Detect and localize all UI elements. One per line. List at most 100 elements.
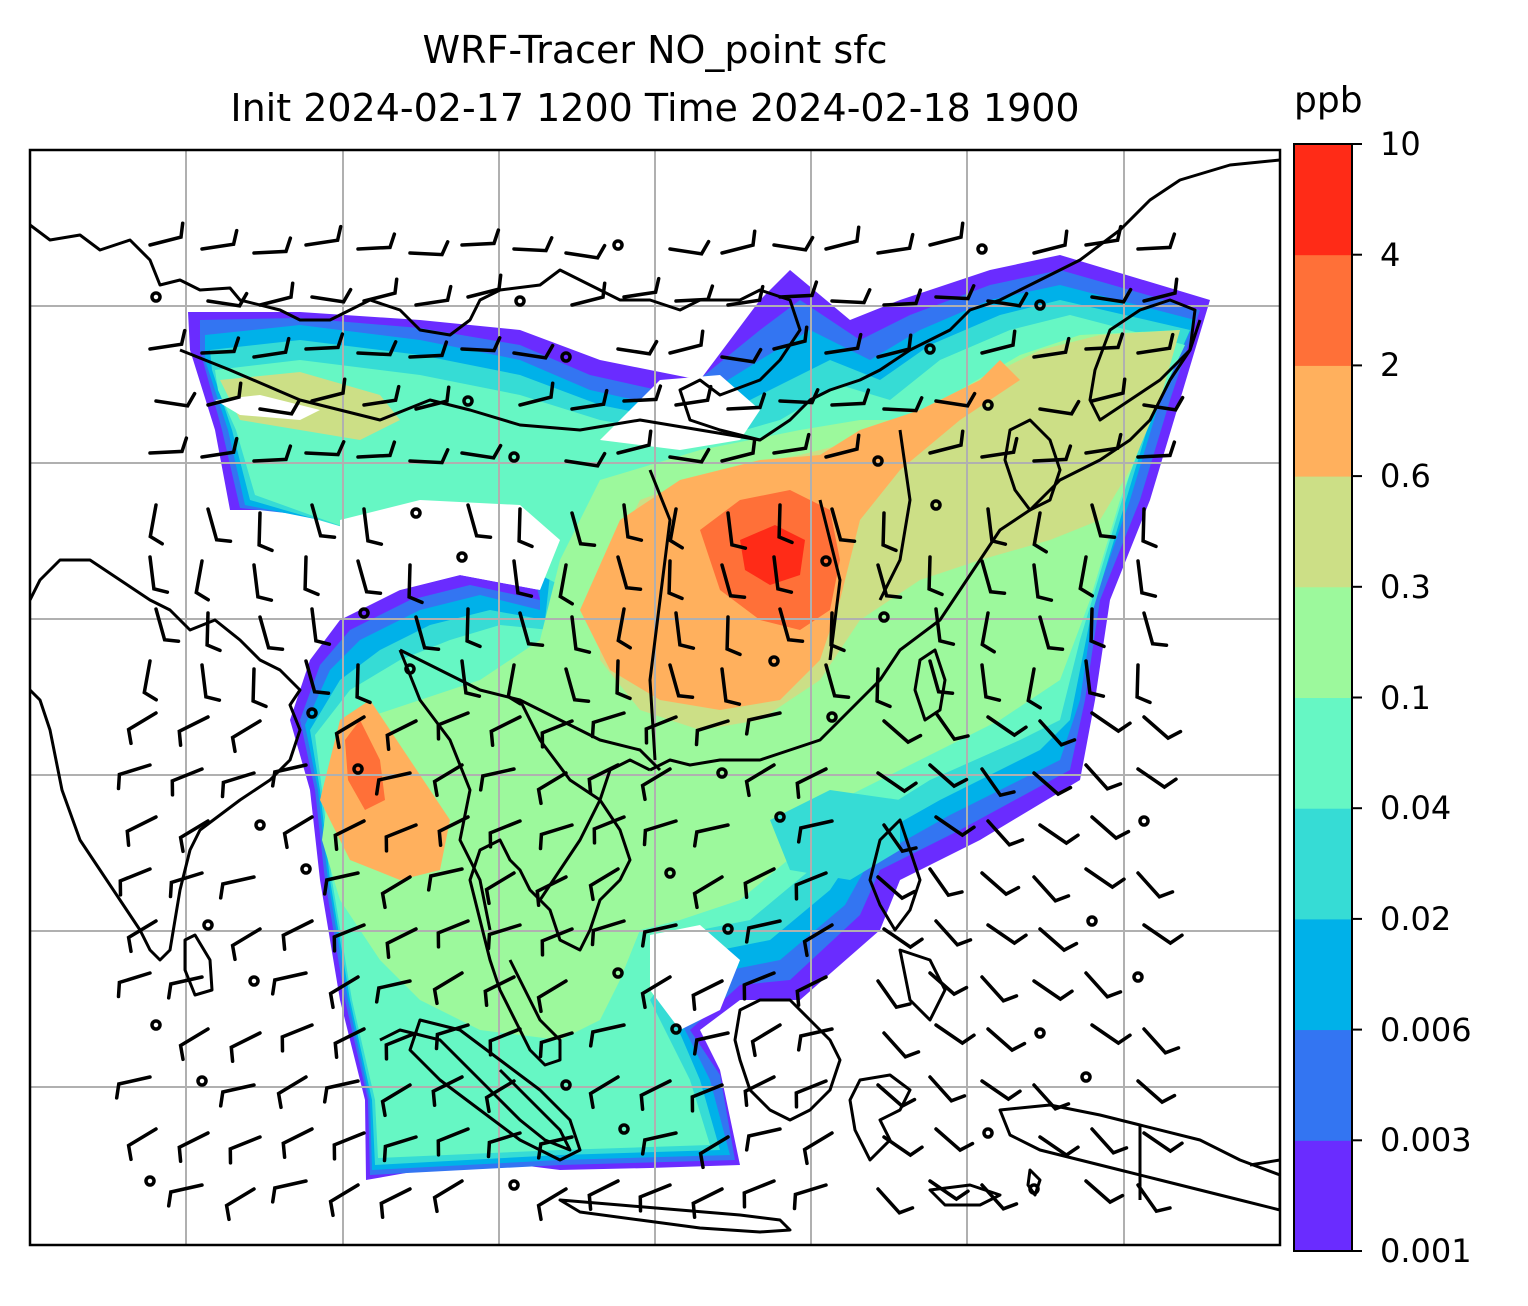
wind-barb (538, 1031, 574, 1059)
wind-barb (882, 1135, 924, 1158)
wind-barb (1084, 332, 1125, 351)
wind-barb (434, 1023, 470, 1051)
wind-barb (252, 563, 274, 602)
field-gap (650, 925, 740, 1030)
calm-wind-marker (664, 867, 676, 879)
wind-barb (374, 979, 412, 1004)
wind-barb (667, 559, 684, 601)
wind-barb (126, 711, 158, 746)
calm-wind-marker (716, 767, 728, 779)
wind-barb (310, 503, 337, 539)
wind-barb (310, 287, 353, 304)
wind-barb (882, 288, 923, 307)
wind-barb (178, 1027, 210, 1062)
wind-barb (270, 763, 308, 788)
wind-barb (882, 927, 924, 950)
wind-barb (934, 815, 976, 838)
coastline-philippines (868, 818, 947, 1022)
wind-barb (252, 336, 291, 359)
calm-wind-marker (612, 239, 624, 251)
wind-barb (328, 1183, 360, 1218)
calm-wind-marker (352, 763, 364, 775)
coastlines (30, 158, 1280, 1234)
wind-barb (1142, 923, 1184, 946)
calm-wind-marker (768, 655, 780, 667)
wind-barb (882, 719, 923, 745)
calm-wind-marker (1034, 1027, 1046, 1039)
coastline-island (1026, 1158, 1280, 1197)
wind-barb (270, 971, 308, 996)
wind-barb (928, 429, 965, 455)
wind-barb (384, 1031, 418, 1061)
wind-barb (229, 1031, 262, 1063)
wind-barb (252, 236, 293, 255)
wind-barb (328, 975, 360, 1010)
wind-barb (304, 224, 343, 247)
calm-wind-marker (300, 863, 312, 875)
wind-barb (928, 1179, 970, 1202)
wind-barb (512, 236, 554, 253)
coastline-korea-japan (1003, 298, 1197, 512)
wind-barb (720, 229, 757, 255)
wind-barb (616, 607, 632, 650)
wind-barb (986, 715, 1028, 738)
wind-barb (536, 1187, 568, 1222)
coastline-java (558, 1198, 792, 1234)
calm-wind-marker (150, 1019, 162, 1031)
wind-barb (750, 1023, 782, 1058)
calm-wind-marker (508, 1179, 520, 1191)
wind-barb (720, 347, 763, 364)
wind-barb (590, 711, 626, 739)
wind-barb (466, 503, 493, 539)
wind-barb (1142, 715, 1183, 741)
wind-barb (692, 823, 730, 848)
wind-barb (486, 923, 522, 951)
wind-barb (694, 719, 730, 747)
wind-barb (1136, 559, 1158, 598)
wind-barb (362, 384, 401, 407)
wind-barb (980, 611, 996, 654)
coastline-china-east (649, 319, 1202, 772)
wind-barb (1142, 395, 1185, 412)
wind-barb (228, 1135, 262, 1165)
wind-barb (588, 867, 620, 902)
calm-wind-marker (254, 819, 266, 831)
field-band-6 (220, 372, 400, 440)
calm-wind-marker (872, 455, 884, 467)
wind-barb (205, 611, 222, 653)
wind-barb (125, 815, 158, 847)
wind-barb (484, 871, 516, 906)
wind-barb (934, 1023, 976, 1046)
wind-barb (332, 1131, 366, 1161)
wind-barb (251, 667, 268, 709)
wind-barb (928, 763, 969, 789)
wind-barb (536, 1135, 574, 1160)
wind-barb (177, 715, 210, 747)
wind-barb (1038, 399, 1081, 416)
wind-barb (334, 715, 366, 750)
border-china-inner (648, 429, 912, 761)
calm-wind-marker (670, 1023, 682, 1035)
wind-barb (830, 507, 857, 543)
wind-barb (1032, 229, 1069, 255)
wind-barb (177, 1131, 210, 1163)
calm-wind-marker (820, 555, 832, 567)
wind-barb (114, 1075, 152, 1100)
colorbar-swatch (1294, 365, 1352, 477)
wind-barb (116, 763, 152, 791)
field-band-3 (770, 790, 900, 880)
wind-barb (1090, 287, 1133, 304)
wind-barb (414, 284, 453, 307)
calm-wind-marker (202, 919, 214, 931)
wind-barb (796, 819, 834, 844)
colorbar-tick-label: 0.001 (1380, 1232, 1472, 1270)
wind-barb (270, 1179, 308, 1204)
plot-title-line2: Init 2024-02-17 1200 Time 2024-02-18 190… (230, 86, 1080, 130)
colorbar-swatch (1294, 586, 1352, 698)
wind-barb (426, 867, 464, 892)
wind-barb (310, 607, 332, 646)
wind-barb (1032, 511, 1048, 554)
wind-barb (1142, 1027, 1181, 1055)
wind-barb (934, 919, 973, 947)
